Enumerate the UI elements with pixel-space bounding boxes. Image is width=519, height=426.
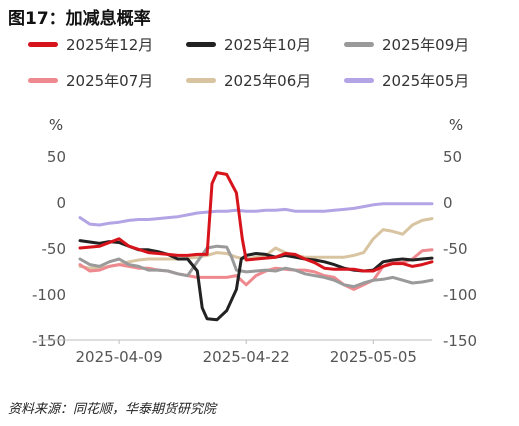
legend-swatch-series-0	[28, 42, 58, 47]
legend-item-series-2: 2025年09月	[344, 34, 469, 55]
y-tick-label-right: -150	[443, 332, 477, 350]
legend-label-series-1: 2025年10月	[224, 36, 312, 54]
y-tick-label-left: 50	[47, 148, 66, 166]
series-line-2	[78, 244, 434, 289]
legend-label-series-5: 2025年05月	[382, 72, 470, 90]
legend-swatch-series-2	[344, 42, 374, 47]
series-line-5	[78, 202, 434, 227]
legend-swatch-series-3	[28, 78, 58, 83]
y-tick-label-left: 0	[56, 194, 66, 212]
y-tick-label-right: -100	[443, 286, 477, 304]
legend-item-series-0: 2025年12月	[28, 34, 153, 55]
legend-swatch-series-5	[344, 78, 374, 83]
legend-label-series-2: 2025年09月	[382, 36, 470, 54]
x-tick-label: 2025-05-05	[330, 348, 417, 366]
y-unit-left: %	[49, 116, 63, 134]
x-tick-label: 2025-04-22	[203, 348, 290, 366]
y-tick-label-left: -150	[32, 332, 66, 350]
legend-item-series-5: 2025年05月	[344, 70, 469, 91]
legend-label-series-3: 2025年07月	[66, 72, 154, 90]
y-unit-right: %	[449, 116, 463, 134]
series-line-0	[78, 171, 434, 273]
chart-title: 图17：加减息概率	[8, 9, 151, 29]
y-tick-label-left: -50	[42, 240, 67, 258]
legend-item-series-1: 2025年10月	[186, 34, 311, 55]
legend-swatch-series-4	[186, 78, 216, 83]
x-tick-label: 2025-04-09	[76, 348, 163, 366]
y-tick-label-right: 50	[443, 148, 462, 166]
legend-item-series-3: 2025年07月	[28, 70, 153, 91]
y-tick-label-right: 0	[443, 194, 453, 212]
legend-swatch-series-1	[186, 42, 216, 47]
legend-item-series-4: 2025年06月	[186, 70, 311, 91]
series-line-4	[78, 217, 434, 270]
legend-label-series-0: 2025年12月	[66, 36, 154, 54]
legend-label-series-4: 2025年06月	[224, 72, 312, 90]
y-tick-label-left: -100	[32, 286, 66, 304]
y-tick-label-right: -50	[443, 240, 468, 258]
source-note: 资料来源：同花顺，华泰期货研究院	[8, 402, 217, 417]
